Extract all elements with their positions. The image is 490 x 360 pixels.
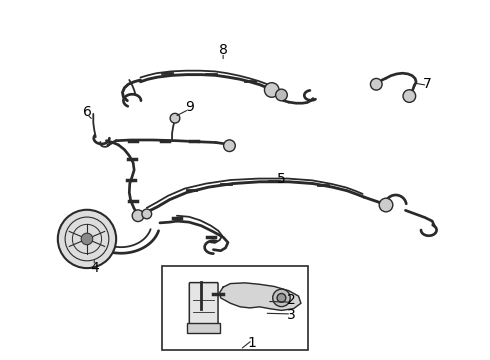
FancyBboxPatch shape [189,283,218,326]
Circle shape [379,198,393,212]
Circle shape [273,289,290,307]
Text: 2: 2 [287,293,295,307]
Circle shape [403,90,416,102]
Text: 4: 4 [90,261,98,275]
Bar [162,266,308,350]
Circle shape [58,210,116,268]
Circle shape [223,140,235,152]
Circle shape [277,293,286,302]
Circle shape [370,78,382,90]
Text: 7: 7 [423,77,432,91]
Circle shape [81,233,93,245]
Bar [187,323,220,333]
Text: 3: 3 [287,308,295,322]
Circle shape [276,89,287,101]
Circle shape [265,83,279,97]
Text: 8: 8 [219,42,227,57]
Text: 6: 6 [82,105,92,119]
Polygon shape [220,283,301,310]
Text: 1: 1 [248,336,257,350]
Circle shape [142,209,151,219]
Circle shape [132,210,144,221]
Text: 9: 9 [185,100,194,114]
Text: 5: 5 [277,172,286,186]
Circle shape [170,113,180,123]
